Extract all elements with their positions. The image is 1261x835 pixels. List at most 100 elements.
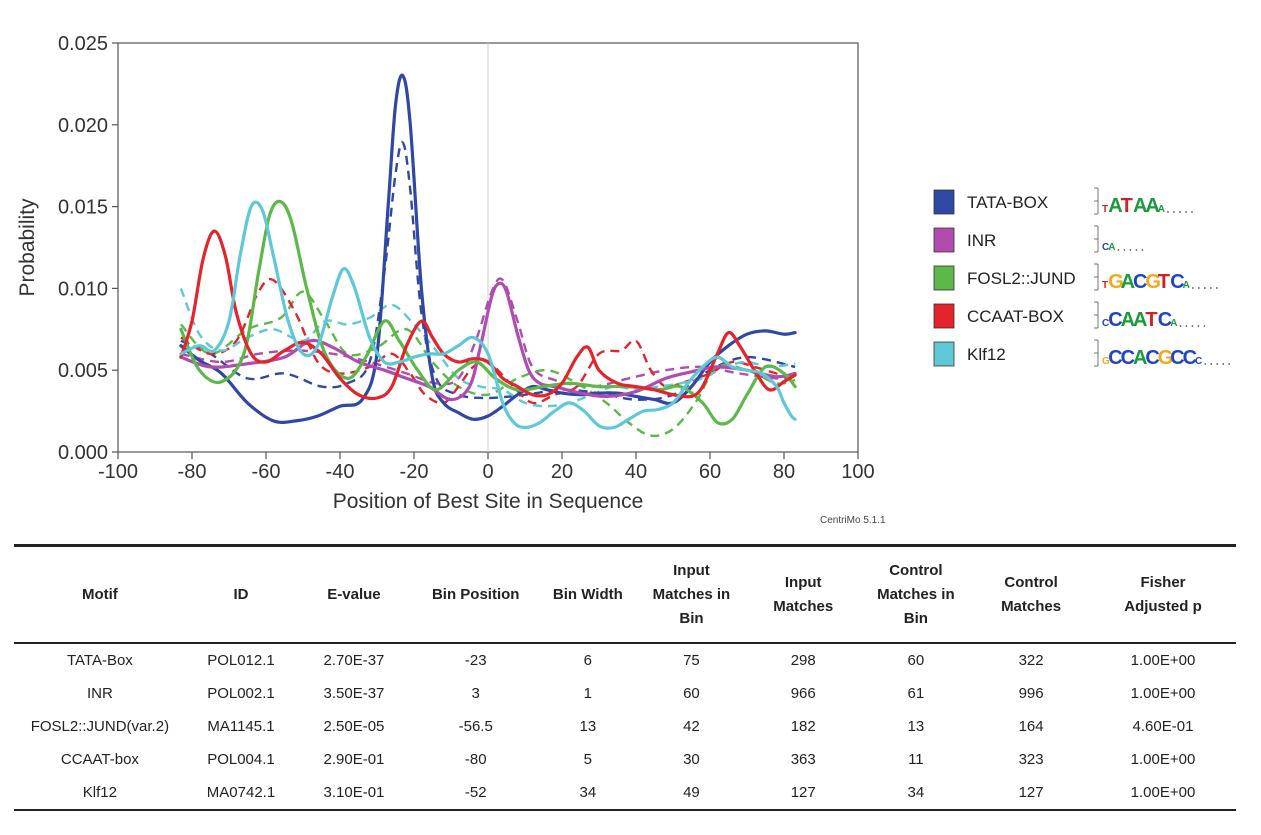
table-cell: 2.90E-01 [323, 751, 385, 768]
table-cell: 1.00E+00 [1130, 652, 1196, 669]
table-cell: -23 [464, 652, 487, 669]
svg-text:C: C [1170, 347, 1184, 369]
column-header: E-value [327, 585, 381, 603]
svg-text:C: C [1170, 271, 1184, 293]
table-cell: CCAAT-box [60, 751, 139, 768]
y-tick-label: 0.020 [58, 115, 108, 137]
column-header: ID [233, 585, 249, 603]
table-cell: 13 [907, 718, 925, 735]
svg-text:T: T [1145, 309, 1157, 331]
x-tick-label: 60 [699, 461, 721, 483]
y-tick-label: 0.005 [58, 360, 108, 382]
table-row: CCAAT-box POL004.1 2.90E-01 -80 5 30 363 11 323 1… [14, 743, 1236, 776]
table-cell: 322 [1018, 652, 1044, 669]
table-cell: POL012.1 [207, 652, 275, 669]
svg-text:C: C [1133, 271, 1147, 293]
table-cell: 60 [907, 652, 925, 669]
table-cell: 1.00E+00 [1130, 751, 1196, 768]
table-cell: TATA-Box [66, 652, 133, 669]
table-cell: 164 [1018, 718, 1044, 735]
x-tick-label: -100 [98, 461, 138, 483]
column-header-line: Bin [679, 609, 704, 627]
svg-text:T: T [1102, 280, 1108, 291]
legend-label: Klf12 [967, 345, 1006, 364]
x-tick-label: -40 [326, 461, 355, 483]
table-cell: 5 [583, 751, 593, 768]
column-header-line: Fisher [1140, 573, 1186, 591]
table-header: Motif ID E-value Bin Position Bin Width Input… [14, 545, 1236, 644]
legend-swatch [933, 189, 955, 215]
table-cell: 996 [1018, 685, 1044, 702]
table-cell: 11 [908, 751, 924, 768]
table-cell: 49 [683, 784, 700, 801]
svg-text:A: A [1121, 309, 1135, 331]
table-row: FOSL2::JUND(var.2) MA1145.1 2.50E-05 -56.5 1… [14, 710, 1236, 743]
svg-text:C: C [1158, 309, 1172, 331]
column-header-line: Matches [1001, 597, 1062, 615]
column-header-line: Matches in [652, 585, 731, 603]
table-cell: 323 [1018, 751, 1044, 768]
table-cell: POL004.1 [207, 751, 275, 768]
table-cell: 966 [790, 685, 816, 702]
table-cell: MA1145.1 [207, 718, 275, 735]
series-line-ccaat-box [179, 229, 797, 401]
table-body: TATA-Box POL012.1 2.70E-37 -23 6 75 298 60 322 1.… [14, 643, 1236, 810]
x-tick-label: -20 [400, 461, 429, 483]
table-cell: POL002.1 [207, 685, 275, 702]
svg-text:C: C [1195, 356, 1202, 367]
x-axis-title: Position of Best Site in Sequence [333, 490, 644, 513]
column-header: Control Matches in Bin [860, 546, 973, 644]
svg-text:C: C [1121, 347, 1135, 369]
table-cell: 13 [579, 718, 597, 735]
table-cell: Klf12 [82, 784, 117, 801]
table-cell: MA0742.1 [206, 784, 276, 801]
svg-text:G: G [1108, 271, 1124, 293]
table-cell: -52 [464, 784, 487, 801]
svg-text:A: A [1108, 195, 1122, 217]
table-cell: 34 [907, 784, 925, 801]
column-header-line: Bin [903, 609, 928, 627]
legend-swatch [933, 265, 955, 291]
table-cell: 30 [683, 751, 700, 768]
series-line-fosl2-jund-control [179, 290, 796, 438]
x-tick-label: 100 [841, 461, 874, 483]
x-tick-label: 80 [773, 461, 795, 483]
table-cell: 363 [790, 751, 816, 768]
table-cell: 3.50E-37 [323, 685, 385, 702]
svg-text:A: A [1108, 242, 1115, 253]
legend-swatch [933, 341, 955, 367]
legend-label: TATA-BOX [967, 193, 1048, 212]
series-line-inr [179, 281, 797, 402]
x-tick-label: 40 [625, 461, 647, 483]
svg-text:T: T [1121, 195, 1133, 217]
table-row: TATA-Box POL012.1 2.70E-37 -23 6 75 298 60 322 1.… [14, 643, 1236, 677]
legend-label: CCAAT-BOX [967, 307, 1064, 326]
series-line-fosl2-jund [179, 199, 797, 426]
motif-results-table: Motif ID E-value Bin Position Bin Width Input… [14, 544, 1236, 811]
version-label: CentriMo 5.1.1 [820, 515, 886, 526]
column-header: Control Matches [972, 546, 1090, 644]
table-cell: 127 [790, 784, 816, 801]
svg-text:T: T [1158, 271, 1170, 293]
column-header-line: Adjusted p [1124, 597, 1202, 615]
x-tick-label: 0 [482, 461, 493, 483]
table-cell: 34 [579, 784, 597, 801]
table-cell: 298 [790, 652, 816, 669]
table-cell: INR [86, 685, 113, 702]
legend-label: INR [967, 231, 996, 250]
series-line-klf12 [179, 200, 797, 430]
table-cell: 127 [1018, 784, 1044, 801]
svg-text:C: C [1183, 347, 1197, 369]
table-cell: 3.10E-01 [323, 784, 385, 801]
column-header-line: Control [1004, 573, 1058, 591]
y-tick-label: 0.015 [58, 197, 108, 219]
column-header: Bin Width [552, 585, 623, 603]
table-cell: 1.00E+00 [1130, 685, 1196, 702]
svg-text:A: A [1183, 280, 1190, 291]
column-header-line: Input [784, 573, 822, 591]
table-cell: 1 [583, 685, 593, 702]
svg-text:G: G [1102, 356, 1110, 367]
x-tick-label: -60 [252, 461, 281, 483]
legend-swatch [933, 227, 955, 253]
svg-text:C: C [1145, 347, 1159, 369]
